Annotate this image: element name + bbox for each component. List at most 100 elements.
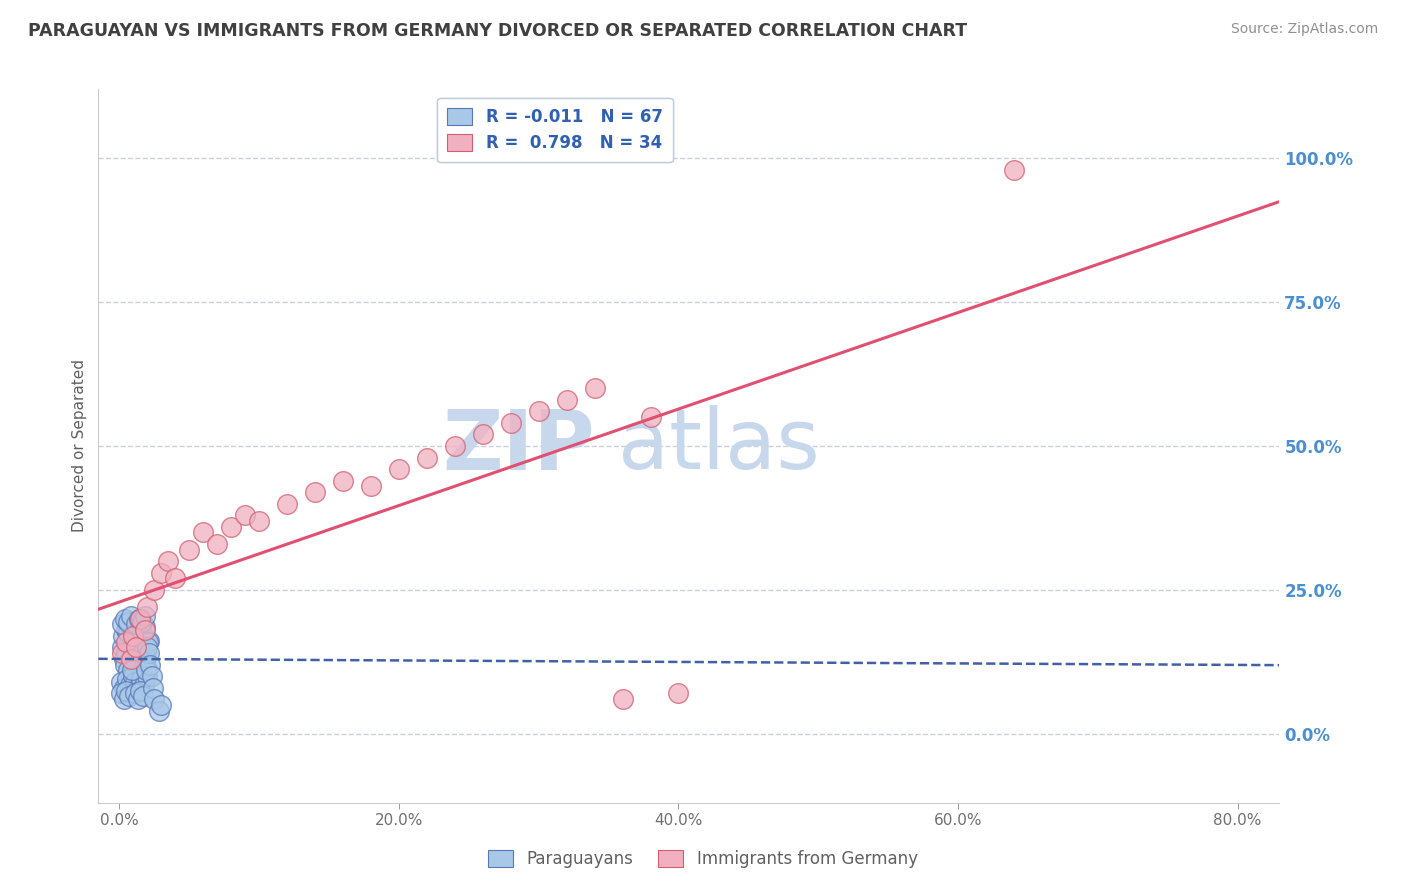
Point <box>150 566 173 580</box>
Point <box>136 640 159 655</box>
Text: atlas: atlas <box>619 406 820 486</box>
Point <box>132 650 155 665</box>
Point <box>125 629 148 643</box>
Point <box>555 392 578 407</box>
Point <box>247 514 270 528</box>
Legend: Paraguayans, Immigrants from Germany: Paraguayans, Immigrants from Germany <box>482 843 924 875</box>
Point <box>115 672 138 686</box>
Point <box>471 427 494 442</box>
Point <box>122 640 145 655</box>
Point <box>120 620 142 634</box>
Point <box>332 474 354 488</box>
Text: ZIP: ZIP <box>441 406 595 486</box>
Point <box>118 690 141 704</box>
Point <box>136 634 159 648</box>
Point <box>121 669 143 683</box>
Point <box>129 612 152 626</box>
Point <box>205 537 228 551</box>
Point <box>150 698 173 712</box>
Point <box>443 439 465 453</box>
Point <box>132 678 155 692</box>
Point <box>148 704 170 718</box>
Point <box>111 640 134 655</box>
Point <box>125 643 148 657</box>
Point <box>117 615 139 629</box>
Point <box>121 638 143 652</box>
Point <box>143 582 166 597</box>
Point <box>134 657 156 671</box>
Point <box>129 666 152 681</box>
Point <box>135 669 157 683</box>
Legend: R = -0.011   N = 67, R =  0.798   N = 34: R = -0.011 N = 67, R = 0.798 N = 34 <box>437 97 673 162</box>
Point <box>115 634 138 648</box>
Point <box>125 617 148 632</box>
Point <box>219 519 242 533</box>
Point <box>112 652 135 666</box>
Point <box>129 672 152 686</box>
Point <box>612 692 634 706</box>
Point <box>121 664 143 678</box>
Point <box>127 660 149 674</box>
Point <box>134 623 156 637</box>
Point <box>110 686 132 700</box>
Point <box>142 681 165 695</box>
Point <box>120 652 142 666</box>
Point <box>416 450 439 465</box>
Point <box>134 620 156 634</box>
Point <box>110 675 132 690</box>
Point <box>111 617 134 632</box>
Point <box>139 657 162 672</box>
Point <box>125 640 148 655</box>
Point <box>114 623 136 637</box>
Point <box>120 669 142 683</box>
Point <box>112 692 135 706</box>
Point <box>138 633 160 648</box>
Point <box>114 657 136 672</box>
Point <box>127 692 149 706</box>
Point <box>668 686 690 700</box>
Point <box>128 632 150 646</box>
Point <box>118 634 141 648</box>
Point <box>134 608 156 623</box>
Point <box>124 655 146 669</box>
Point <box>120 608 142 623</box>
Point <box>640 410 662 425</box>
Point <box>138 646 160 660</box>
Text: Source: ZipAtlas.com: Source: ZipAtlas.com <box>1230 22 1378 37</box>
Point <box>143 692 166 706</box>
Point <box>124 675 146 690</box>
Point <box>132 690 155 704</box>
Point <box>131 640 153 654</box>
Point <box>131 615 153 629</box>
Point <box>117 626 139 640</box>
Point <box>136 600 159 615</box>
Point <box>127 681 149 695</box>
Point <box>115 646 138 660</box>
Point <box>276 497 298 511</box>
Point <box>118 678 141 692</box>
Point <box>1002 162 1025 177</box>
Point <box>122 634 145 648</box>
Point <box>388 462 411 476</box>
Point <box>360 479 382 493</box>
Point <box>136 662 159 676</box>
Point <box>129 683 152 698</box>
Point <box>117 664 139 678</box>
Point <box>135 664 157 678</box>
Y-axis label: Divorced or Separated: Divorced or Separated <box>72 359 87 533</box>
Point <box>157 554 180 568</box>
Point <box>122 629 145 643</box>
Point <box>128 612 150 626</box>
Point <box>111 646 134 660</box>
Point <box>304 485 326 500</box>
Text: PARAGUAYAN VS IMMIGRANTS FROM GERMANY DIVORCED OR SEPARATED CORRELATION CHART: PARAGUAYAN VS IMMIGRANTS FROM GERMANY DI… <box>28 22 967 40</box>
Point <box>165 571 187 585</box>
Point <box>583 381 606 395</box>
Point <box>135 645 157 659</box>
Point <box>111 629 134 643</box>
Point <box>179 542 201 557</box>
Point <box>233 508 256 522</box>
Point <box>141 669 163 683</box>
Point <box>122 648 145 663</box>
Point <box>193 525 215 540</box>
